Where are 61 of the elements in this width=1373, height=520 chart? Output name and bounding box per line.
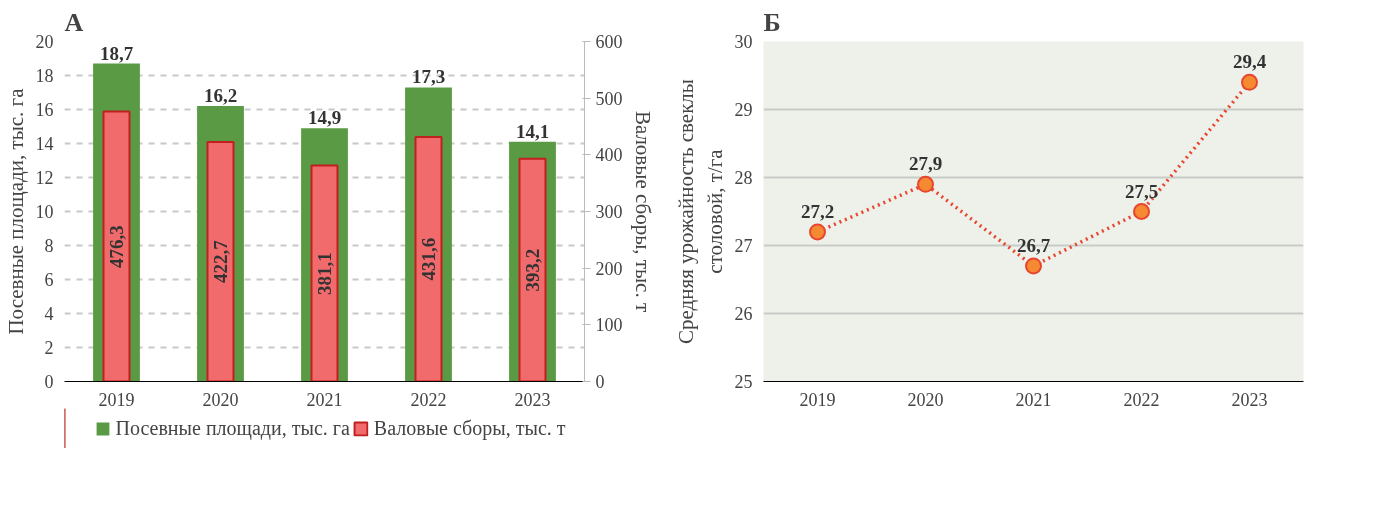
data-label: 18,7: [99, 42, 134, 64]
y-tick-label: 27: [734, 236, 753, 256]
data-label: 393,2: [522, 248, 543, 292]
y-tick-label: 29: [734, 100, 753, 120]
data-label: 14,9: [307, 107, 342, 129]
y-tick-label: 18: [35, 66, 54, 86]
chart-title: А: [64, 7, 84, 37]
y2-axis-title: Валовые сборы, тыс. т: [630, 110, 655, 313]
x-tick-label: 2020: [907, 389, 944, 410]
y-tick-label: 0: [44, 372, 54, 392]
y-axis-title: Средняя урожайность свеклы столовой, т/га: [673, 79, 727, 344]
data-label: 14,1: [515, 120, 550, 142]
y-tick-label: 30: [734, 32, 753, 52]
x-tick-label: 2019: [799, 389, 836, 410]
y-tick-label: 6: [44, 270, 54, 290]
y-axis-title: Посевные площади, тыс. га: [3, 87, 28, 335]
y-tick-label: 10: [35, 202, 54, 222]
data-label: 26,7: [1016, 234, 1051, 256]
point: [917, 175, 934, 193]
x-tick-label: 2023: [514, 389, 551, 410]
point: [1025, 257, 1042, 275]
y2-tick-label: 400: [595, 145, 623, 166]
data-label: 381,1: [314, 252, 335, 295]
x-tick-label: 2021: [1015, 389, 1052, 410]
point: [809, 223, 826, 241]
x-tick-label: 2019: [98, 389, 135, 410]
y-tick-label: 14: [35, 134, 54, 154]
y-tick-label: 26: [734, 304, 753, 324]
data-label: 431,6: [418, 237, 439, 281]
x-tick-label: 2022: [1123, 389, 1160, 410]
point: [1241, 73, 1258, 91]
y2-tick-label: 500: [595, 88, 623, 109]
legend-label: Посевные площади, тыс. га: [115, 416, 350, 440]
x-tick-label: 2021: [306, 389, 343, 410]
chart-title: Б: [763, 7, 781, 37]
x-tick-label: 2023: [1231, 389, 1268, 410]
y2-tick-label: 200: [595, 258, 623, 279]
y2-tick-label: 300: [595, 202, 623, 222]
y-tick-label: 12: [35, 168, 54, 188]
data-label: 27,9: [908, 153, 943, 175]
y2-tick-label: 600: [595, 32, 623, 52]
y-tick-label: 8: [44, 236, 54, 256]
x-tick-label: 2022: [410, 389, 447, 410]
legend-label: Валовые сборы, тыс. т: [373, 416, 566, 440]
data-label: 17,3: [411, 66, 446, 88]
data-label: 27,5: [1124, 180, 1159, 202]
data-label: 27,2: [800, 200, 835, 222]
data-label: 29,4: [1232, 51, 1267, 73]
x-tick-label: 2020: [202, 389, 239, 410]
y-tick-label: 2: [44, 338, 54, 358]
data-label: 422,7: [210, 239, 231, 284]
y-tick-label: 28: [734, 168, 753, 188]
y-tick-label: 25: [734, 372, 753, 392]
data-label: 476,3: [106, 225, 127, 268]
y2-tick-label: 0: [595, 372, 605, 392]
data-label: 16,2: [203, 85, 238, 107]
y-tick-label: 20: [35, 32, 54, 52]
y2-tick-label: 100: [595, 315, 623, 336]
y-tick-label: 4: [44, 304, 54, 324]
y-tick-label: 16: [35, 100, 54, 120]
point: [1133, 203, 1150, 220]
